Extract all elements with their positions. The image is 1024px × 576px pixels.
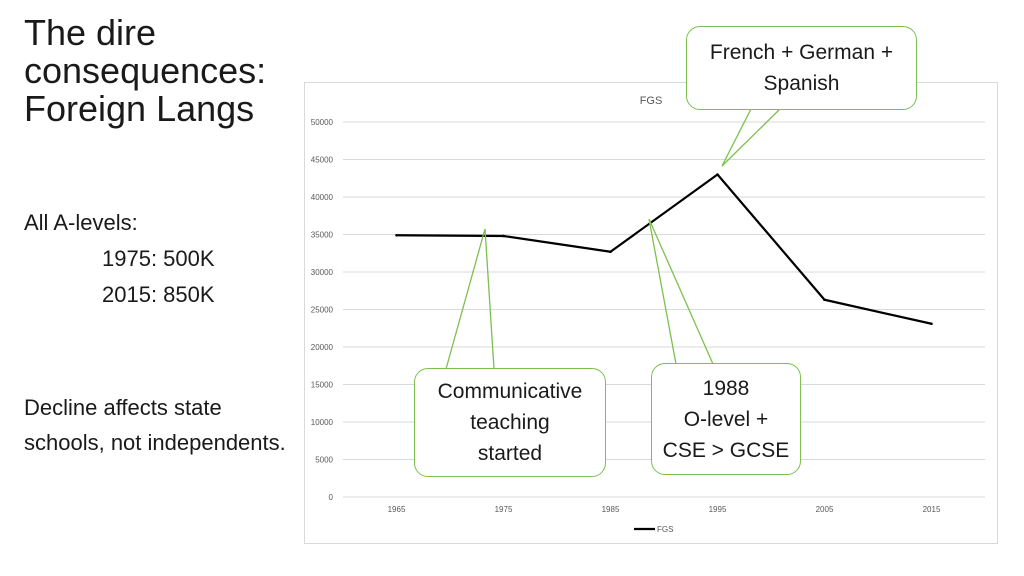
x-tick-label: 2005 bbox=[816, 505, 834, 514]
y-tick-label: 35000 bbox=[311, 231, 334, 240]
slide-title-line: consequences: bbox=[24, 50, 267, 91]
a-level-heading: All A-levels: bbox=[24, 210, 138, 235]
y-tick-label: 5000 bbox=[315, 456, 333, 465]
x-tick-label: 2015 bbox=[923, 505, 941, 514]
data-point bbox=[609, 250, 612, 254]
y-tick-label: 15000 bbox=[311, 381, 334, 390]
callout-line: 1988 bbox=[702, 376, 750, 400]
decline-note: Decline affects state schools, not indep… bbox=[24, 395, 286, 455]
callout-line: French + German + bbox=[709, 41, 894, 64]
callout-pointer bbox=[445, 228, 495, 370]
y-tick-label: 45000 bbox=[311, 156, 334, 165]
y-tick-label: 25000 bbox=[311, 306, 334, 315]
data-point bbox=[395, 233, 398, 237]
callout-communicative-teaching: Communicative teaching started bbox=[414, 368, 606, 477]
y-tick-label: 50000 bbox=[311, 118, 334, 127]
callout-line: CSE > GCSE bbox=[662, 438, 790, 462]
callout-pointer bbox=[648, 218, 714, 365]
data-point bbox=[930, 322, 933, 326]
callout-pointer bbox=[721, 108, 781, 167]
slide-title-line: Foreign Langs bbox=[24, 88, 255, 129]
callout-french-german-spanish: French + German + Spanish bbox=[686, 26, 917, 110]
callout-line: O-level + bbox=[683, 407, 769, 431]
y-tick-label: 20000 bbox=[311, 343, 334, 352]
slide-title-line: The dire bbox=[24, 12, 157, 53]
callout-1988-gcse: 1988 O-level + CSE > GCSE bbox=[651, 363, 801, 475]
a-level-2015: 2015: 850K bbox=[102, 282, 215, 307]
data-point bbox=[716, 173, 719, 176]
data-point bbox=[502, 234, 505, 238]
callout-line: Spanish bbox=[763, 72, 840, 95]
data-point bbox=[823, 298, 826, 302]
callout-line: teaching bbox=[470, 411, 550, 434]
x-tick-label: 1965 bbox=[388, 505, 406, 514]
slide-title: The dire consequences: Foreign Langs bbox=[24, 14, 314, 128]
chart-title: FGS bbox=[640, 95, 663, 107]
callout-line: started bbox=[477, 442, 543, 465]
legend-label: FGS bbox=[657, 525, 673, 534]
x-tick-label: 1985 bbox=[602, 505, 620, 514]
y-tick-label: 0 bbox=[329, 493, 334, 502]
y-tick-label: 30000 bbox=[311, 268, 334, 277]
x-tick-label: 1975 bbox=[495, 505, 513, 514]
y-tick-label: 40000 bbox=[311, 193, 334, 202]
a-level-stats: All A-levels: 1975: 500K 2015: 850K bbox=[24, 205, 215, 313]
x-tick-label: 1995 bbox=[709, 505, 727, 514]
callout-line: Communicative bbox=[437, 380, 583, 403]
y-tick-label: 10000 bbox=[311, 418, 334, 427]
a-level-1975: 1975: 500K bbox=[102, 246, 215, 271]
